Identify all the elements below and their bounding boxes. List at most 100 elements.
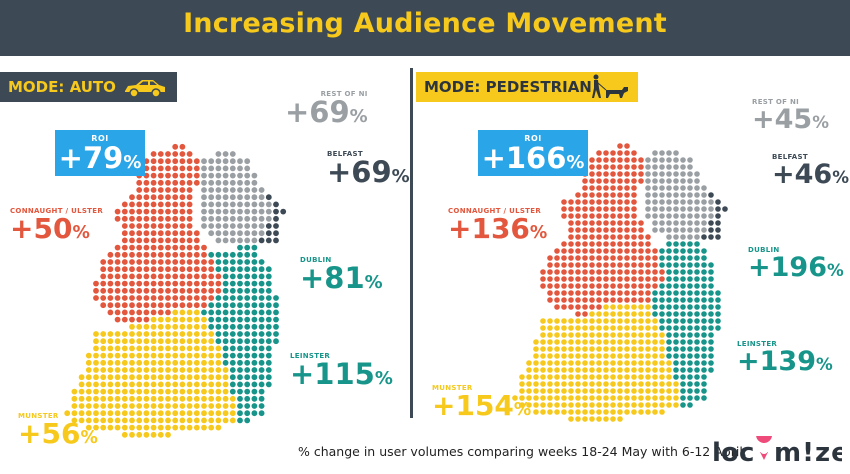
map-dot xyxy=(129,295,135,301)
map-dot xyxy=(631,409,637,415)
map-dot xyxy=(547,346,553,352)
map-dot xyxy=(157,201,164,208)
map-dot xyxy=(258,215,265,222)
map-dot xyxy=(694,220,700,226)
map-dot xyxy=(114,331,121,337)
map-dot xyxy=(265,381,272,388)
map-dot xyxy=(694,311,700,317)
map-dot xyxy=(624,339,630,345)
map-dot xyxy=(680,304,686,310)
map-dot xyxy=(568,213,574,219)
map-dot xyxy=(157,187,164,193)
map-dot xyxy=(172,302,179,309)
map-dot xyxy=(666,269,672,275)
map-dot xyxy=(603,213,609,219)
map-dot xyxy=(172,223,179,229)
locomizer-logo: l o c m!zer xyxy=(712,427,850,474)
map-dot xyxy=(638,248,644,254)
map-dot xyxy=(251,194,258,201)
map-dot xyxy=(93,367,99,373)
map-dot xyxy=(561,339,567,345)
map-dot xyxy=(114,410,121,417)
map-dot xyxy=(186,158,193,165)
map-dot xyxy=(78,374,85,381)
map-dot xyxy=(540,276,546,282)
map-dot xyxy=(121,201,128,208)
map-dot xyxy=(624,381,630,387)
map-dot xyxy=(631,381,637,387)
map-dot xyxy=(136,287,143,294)
map-dot xyxy=(589,178,595,184)
map-dot xyxy=(589,374,595,380)
map-dot xyxy=(596,325,602,331)
map-dot xyxy=(603,388,609,394)
map-dot xyxy=(114,395,121,402)
map-dot xyxy=(638,220,644,226)
map-dot xyxy=(136,424,143,431)
map-dot xyxy=(229,316,236,323)
map-dot xyxy=(157,395,164,402)
map-dot xyxy=(186,367,193,373)
map-dot xyxy=(680,164,686,170)
map-dot xyxy=(694,304,700,310)
map-dot xyxy=(589,269,595,275)
map-dot xyxy=(186,208,193,215)
map-dot xyxy=(157,244,164,251)
map-dot xyxy=(237,223,243,229)
map-dot xyxy=(121,309,128,316)
map-dot xyxy=(85,424,92,431)
map-dot xyxy=(258,316,265,323)
map-dot xyxy=(121,244,128,251)
map-dot xyxy=(114,244,121,251)
map-dot xyxy=(172,388,179,395)
map-dot xyxy=(659,255,665,261)
map-dot xyxy=(273,237,279,244)
map-dot xyxy=(229,295,236,301)
map-dot xyxy=(172,158,179,165)
map-dot xyxy=(165,417,171,424)
pedestrian-roi-box: ROI +166% xyxy=(478,130,588,176)
map-dot xyxy=(568,381,574,387)
map-dot xyxy=(701,332,707,338)
map-dot xyxy=(121,273,128,280)
map-dot xyxy=(208,158,215,165)
map-dot xyxy=(100,273,107,280)
map-dot xyxy=(107,309,114,316)
map-dot xyxy=(645,332,651,338)
map-dot xyxy=(93,374,99,381)
map-dot xyxy=(645,157,651,163)
map-dot xyxy=(265,201,272,208)
map-dot xyxy=(215,172,222,179)
map-dot xyxy=(561,318,567,324)
map-dot xyxy=(208,338,215,345)
map-dot xyxy=(687,283,693,289)
map-dot xyxy=(251,230,258,237)
map-dot xyxy=(129,352,135,359)
map-dot xyxy=(265,194,272,201)
map-dot xyxy=(575,388,581,394)
map-dot xyxy=(680,220,686,226)
map-dot xyxy=(694,171,700,177)
map-dot xyxy=(179,410,186,417)
map-dot xyxy=(85,374,92,381)
map-dot xyxy=(251,287,258,294)
map-dot xyxy=(694,360,700,366)
map-dot xyxy=(631,297,637,303)
map-dot xyxy=(631,150,637,156)
map-dot xyxy=(701,234,707,240)
map-dot xyxy=(143,201,150,208)
map-dot xyxy=(143,273,150,280)
map-dot xyxy=(251,295,258,301)
map-dot xyxy=(251,172,258,179)
map-dot xyxy=(186,374,193,381)
map-dot xyxy=(617,395,623,401)
map-dot xyxy=(215,273,222,280)
map-dot xyxy=(554,318,560,324)
map-dot xyxy=(575,283,581,289)
map-dot xyxy=(244,302,251,309)
map-dot xyxy=(258,266,265,273)
map-dot xyxy=(624,269,630,275)
map-dot xyxy=(136,417,143,424)
map-dot xyxy=(107,417,114,424)
map-dot xyxy=(186,223,193,229)
